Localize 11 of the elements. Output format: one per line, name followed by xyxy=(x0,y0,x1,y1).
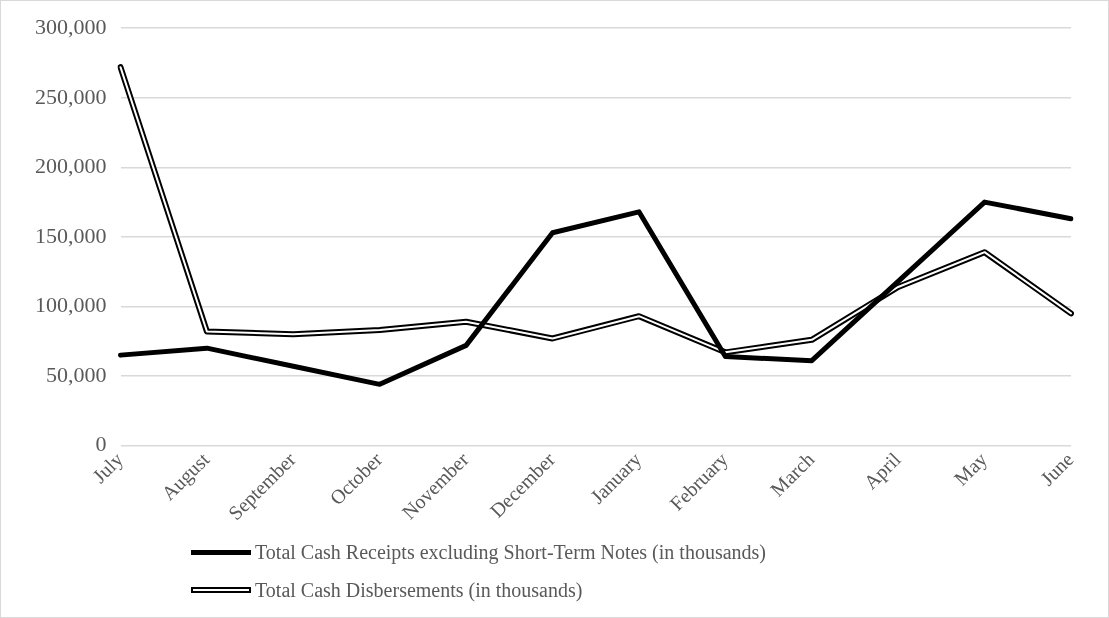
y-tick-label: 50,000 xyxy=(46,361,107,387)
y-tick-label: 0 xyxy=(95,431,107,457)
legend-label: Total Cash Disbersements (in thousands) xyxy=(255,578,583,602)
x-tick-label: June xyxy=(1036,447,1078,490)
y-tick-label: 150,000 xyxy=(35,222,107,248)
legend-label: Total Cash Receipts excluding Short-Term Notes (in thousands) xyxy=(255,540,766,564)
y-tick-label: 200,000 xyxy=(35,153,107,179)
x-tick-label: May xyxy=(949,448,992,491)
y-tick-label: 300,000 xyxy=(35,13,107,39)
y-tick-label: 100,000 xyxy=(35,292,107,318)
y-tick-label: 250,000 xyxy=(35,83,107,109)
